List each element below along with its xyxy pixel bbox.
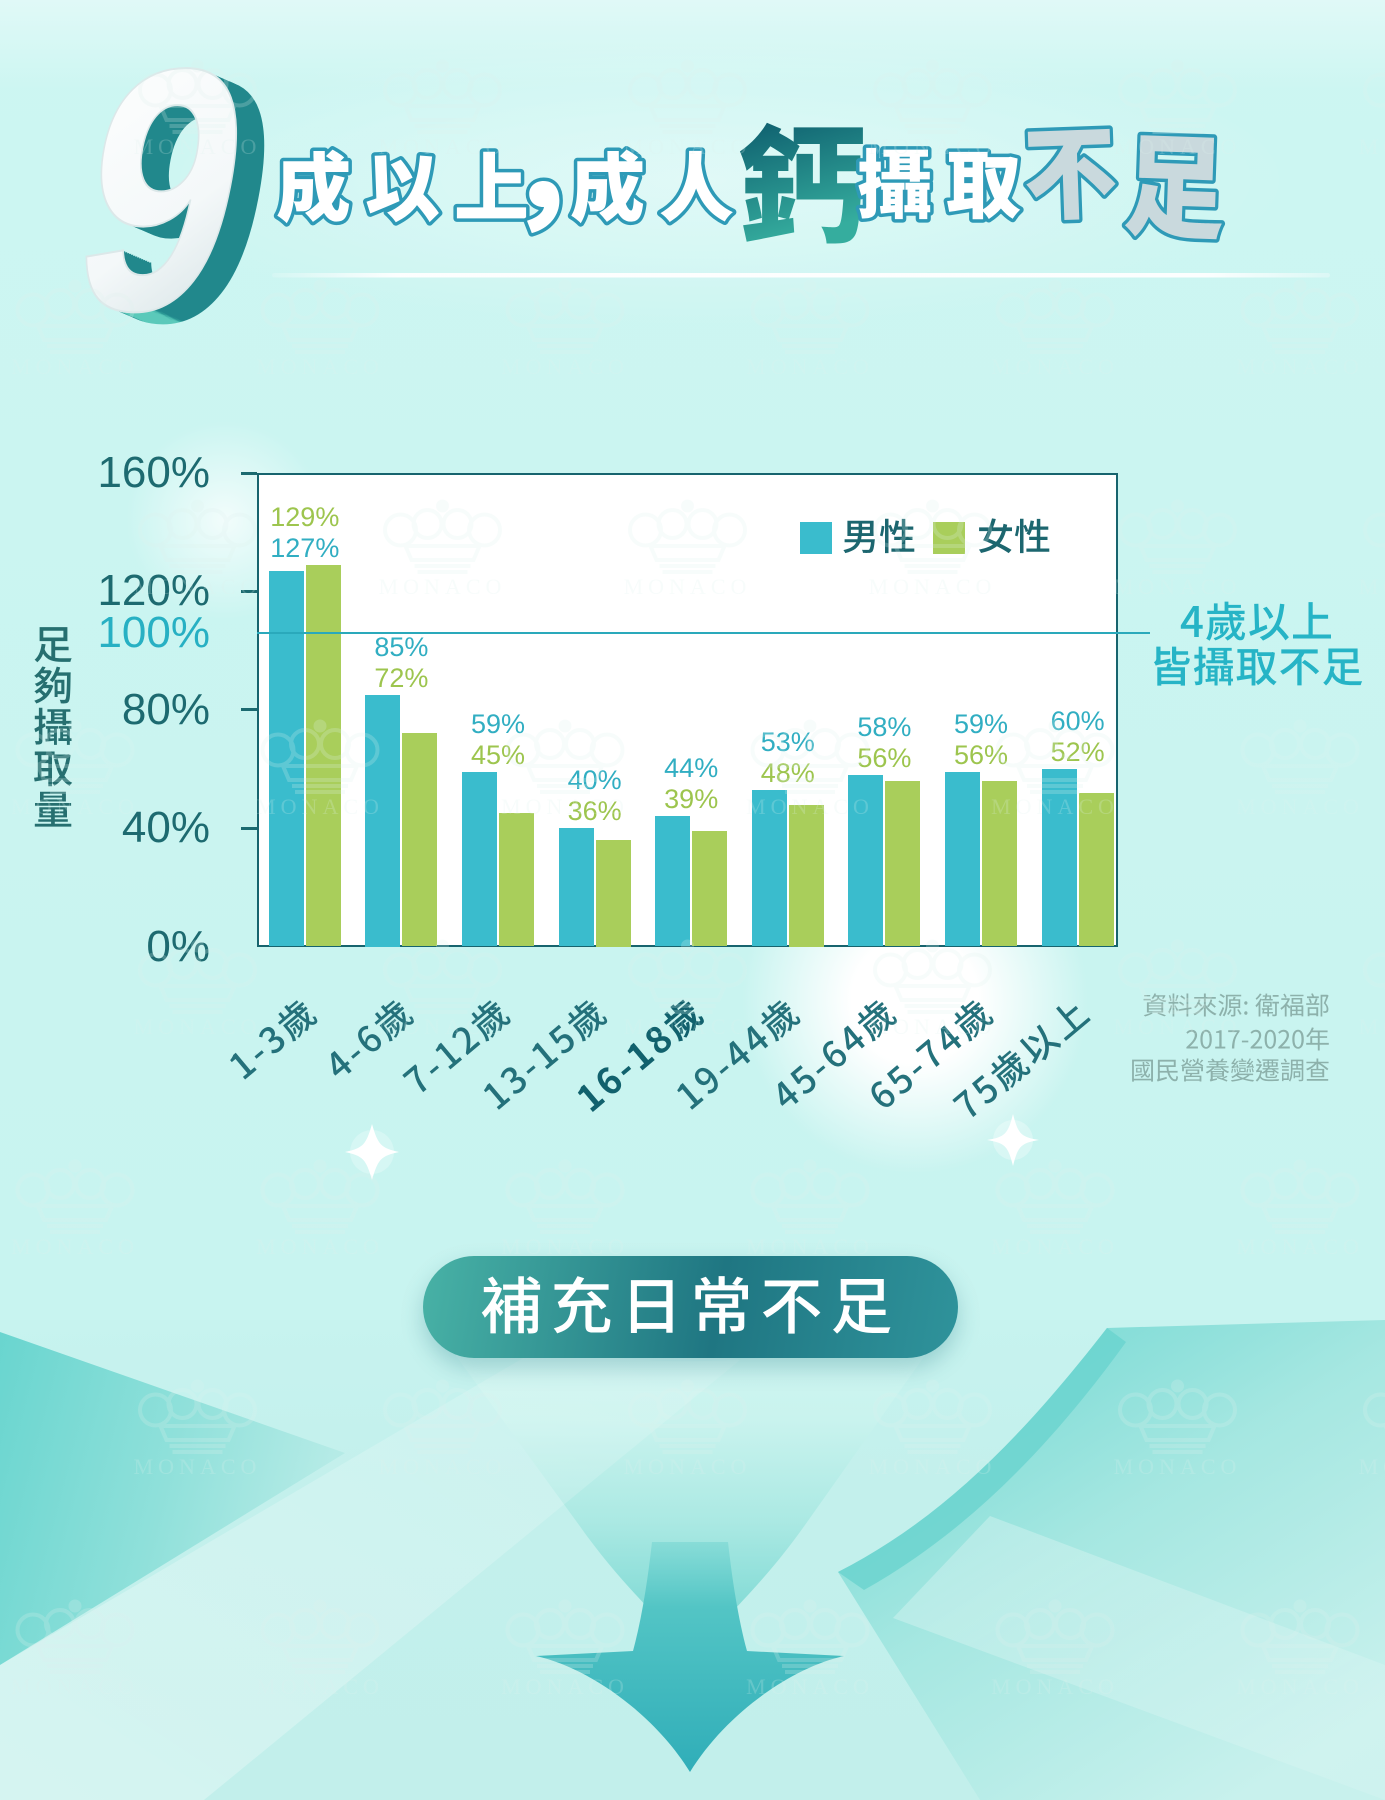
svg-text:MONACO: MONACO xyxy=(134,134,262,159)
svg-text:MONACO: MONACO xyxy=(256,354,384,379)
svg-text:MONACO: MONACO xyxy=(624,134,752,159)
svg-text:MONACO: MONACO xyxy=(869,1454,997,1479)
svg-text:MONACO: MONACO xyxy=(991,354,1119,379)
svg-text:MONACO: MONACO xyxy=(379,1454,507,1479)
svg-text:MONACO: MONACO xyxy=(991,1234,1119,1259)
svg-text:MONACO: MONACO xyxy=(501,1674,629,1699)
svg-text:MONACO: MONACO xyxy=(256,1674,384,1699)
svg-text:MONACO: MONACO xyxy=(1114,134,1242,159)
svg-text:MONACO: MONACO xyxy=(1236,794,1364,819)
svg-text:MONACO: MONACO xyxy=(134,1454,262,1479)
svg-text:MONACO: MONACO xyxy=(1236,1234,1364,1259)
svg-text:MONACO: MONACO xyxy=(869,574,997,599)
svg-text:MONACO: MONACO xyxy=(379,1014,507,1039)
svg-text:MONACO: MONACO xyxy=(746,354,874,379)
svg-text:MONACO: MONACO xyxy=(1114,1454,1242,1479)
svg-text:MONACO: MONACO xyxy=(1359,1454,1385,1479)
svg-text:MONACO: MONACO xyxy=(869,1014,997,1039)
svg-text:MONACO: MONACO xyxy=(1359,574,1385,599)
svg-text:MONACO: MONACO xyxy=(501,1234,629,1259)
svg-text:MONACO: MONACO xyxy=(501,354,629,379)
svg-text:MONACO: MONACO xyxy=(746,794,874,819)
svg-text:MONACO: MONACO xyxy=(991,794,1119,819)
svg-text:MONACO: MONACO xyxy=(379,574,507,599)
svg-text:MONACO: MONACO xyxy=(256,794,384,819)
svg-text:MONACO: MONACO xyxy=(1114,1014,1242,1039)
svg-text:MONACO: MONACO xyxy=(869,134,997,159)
svg-text:MONACO: MONACO xyxy=(624,1014,752,1039)
svg-text:MONACO: MONACO xyxy=(11,1234,139,1259)
svg-text:MONACO: MONACO xyxy=(379,134,507,159)
svg-text:MONACO: MONACO xyxy=(624,574,752,599)
svg-text:MONACO: MONACO xyxy=(1359,134,1385,159)
svg-text:MONACO: MONACO xyxy=(134,574,262,599)
svg-text:MONACO: MONACO xyxy=(1236,1674,1364,1699)
svg-text:MONACO: MONACO xyxy=(1114,574,1242,599)
svg-text:MONACO: MONACO xyxy=(11,354,139,379)
svg-text:MONACO: MONACO xyxy=(1236,354,1364,379)
svg-text:MONACO: MONACO xyxy=(991,1674,1119,1699)
svg-text:MONACO: MONACO xyxy=(134,1014,262,1039)
svg-text:MONACO: MONACO xyxy=(746,1674,874,1699)
svg-text:MONACO: MONACO xyxy=(746,1234,874,1259)
svg-text:MONACO: MONACO xyxy=(11,1674,139,1699)
svg-text:MONACO: MONACO xyxy=(501,794,629,819)
svg-text:MONACO: MONACO xyxy=(1359,1014,1385,1039)
svg-text:MONACO: MONACO xyxy=(256,1234,384,1259)
svg-text:MONACO: MONACO xyxy=(11,794,139,819)
svg-text:MONACO: MONACO xyxy=(624,1454,752,1479)
